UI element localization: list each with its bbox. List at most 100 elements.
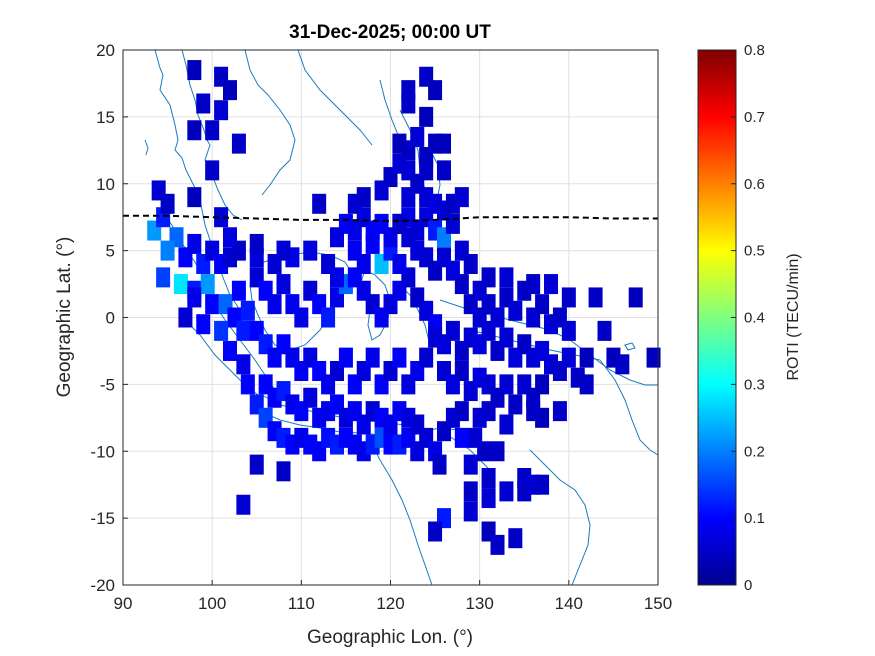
roti-cell	[205, 294, 220, 315]
roti-cell	[463, 254, 478, 274]
roti-cell	[428, 80, 443, 101]
roti-cell	[205, 160, 220, 181]
roti-cell	[561, 287, 576, 308]
colorbar-ticks: 0 0.1 0.2 0.3 0.4 0.5 0.6 0.7 0.8	[731, 42, 765, 594]
y-tick-label: -20	[90, 576, 115, 595]
roti-cell	[187, 60, 202, 81]
x-tick-label: 130	[465, 594, 493, 613]
roti-cell	[338, 347, 353, 368]
roti-cell	[276, 240, 291, 261]
roti-cell	[561, 347, 576, 368]
roti-cell	[249, 454, 264, 475]
roti-cell	[276, 274, 291, 295]
roti-cell	[356, 187, 371, 208]
colorbar-tick-label: 0.2	[744, 443, 765, 460]
roti-cell	[508, 300, 523, 321]
roti-cell	[178, 307, 193, 328]
roti-cell	[481, 468, 496, 488]
roti-cell	[463, 481, 478, 502]
roti-cell	[196, 314, 211, 335]
chart-title: 31-Dec-2025; 00:00 UT	[289, 22, 491, 43]
y-tick-label: -5	[100, 375, 115, 394]
roti-cell	[481, 267, 496, 288]
roti-cell	[392, 133, 407, 154]
y-axis-ticks: -20 -15 -10 -5 0 5 10 15 20	[90, 41, 128, 595]
roti-cell	[240, 374, 255, 395]
roti-cell	[481, 488, 496, 509]
roti-cell	[419, 160, 434, 181]
colorbar-gradient	[697, 49, 737, 586]
roti-cell	[156, 267, 171, 288]
roti-cell	[392, 254, 407, 274]
magnetic-equator-line	[123, 214, 658, 223]
colorbar-tick-label: 0	[744, 577, 752, 594]
x-tick-label: 150	[644, 594, 672, 613]
roti-cell	[579, 347, 594, 368]
roti-cell	[187, 233, 202, 254]
roti-cell	[214, 320, 229, 341]
roti-cell	[231, 280, 246, 301]
colorbar-tick-label: 0.3	[744, 376, 765, 393]
roti-cell	[196, 93, 211, 114]
roti-cell	[454, 427, 469, 448]
colorbar-tick-label: 0.1	[744, 510, 765, 527]
roti-cell	[392, 347, 407, 368]
roti-cell	[223, 340, 237, 361]
roti-cell	[410, 414, 425, 435]
x-tick-label: 110	[288, 594, 315, 613]
roti-cell	[535, 474, 550, 495]
roti-cell	[321, 307, 336, 328]
roti-cell	[468, 427, 483, 448]
roti-cell	[499, 414, 514, 435]
roti-cell	[454, 361, 469, 381]
colorbar-tick-label: 0.7	[744, 109, 765, 126]
roti-cell	[214, 207, 229, 228]
roti-cell	[561, 320, 576, 341]
roti-cell	[303, 387, 318, 408]
roti-cell	[579, 374, 594, 395]
colorbar-tick-label: 0.4	[744, 310, 765, 327]
x-axis-ticks: 90 100 110 120 130 140 150	[114, 580, 672, 613]
roti-cell	[365, 347, 380, 368]
roti-cell	[401, 80, 416, 101]
roti-cell	[160, 240, 175, 261]
roti-cell	[535, 294, 550, 315]
x-tick-label: 90	[114, 594, 133, 613]
roti-cell	[437, 421, 451, 442]
roti-cell	[499, 481, 514, 502]
roti-cell	[499, 327, 514, 348]
roti-cell	[214, 100, 229, 121]
y-tick-label: 15	[96, 108, 115, 127]
roti-cell	[463, 454, 478, 475]
roti-cell	[240, 300, 255, 321]
roti-cell	[535, 374, 550, 395]
roti-cell	[236, 494, 251, 515]
roti-cell	[236, 354, 251, 375]
y-tick-label: 5	[106, 242, 115, 261]
roti-cell	[526, 401, 541, 422]
roti-cell	[419, 106, 434, 127]
roti-cell	[276, 461, 291, 482]
colorbar-tick-label: 0.8	[744, 42, 765, 59]
x-tick-label: 120	[376, 594, 404, 613]
roti-cell	[173, 274, 188, 295]
roti-cell	[267, 294, 282, 315]
roti-cell	[472, 407, 487, 428]
roti-cell	[187, 120, 202, 141]
roti-cell	[597, 320, 612, 341]
roti-cells	[147, 60, 661, 555]
roti-cell	[223, 227, 237, 248]
roti-cell	[187, 187, 202, 208]
y-tick-label: -15	[90, 509, 115, 528]
x-tick-label: 100	[198, 594, 226, 613]
roti-cell	[615, 354, 630, 375]
roti-cell	[236, 320, 251, 341]
roti-cell	[454, 274, 469, 295]
roti-cell	[463, 501, 478, 522]
roti-cell	[419, 347, 434, 368]
roti-cell	[454, 187, 469, 208]
roti-cell	[508, 528, 523, 549]
roti-cell	[330, 267, 344, 288]
roti-cell	[437, 133, 451, 154]
